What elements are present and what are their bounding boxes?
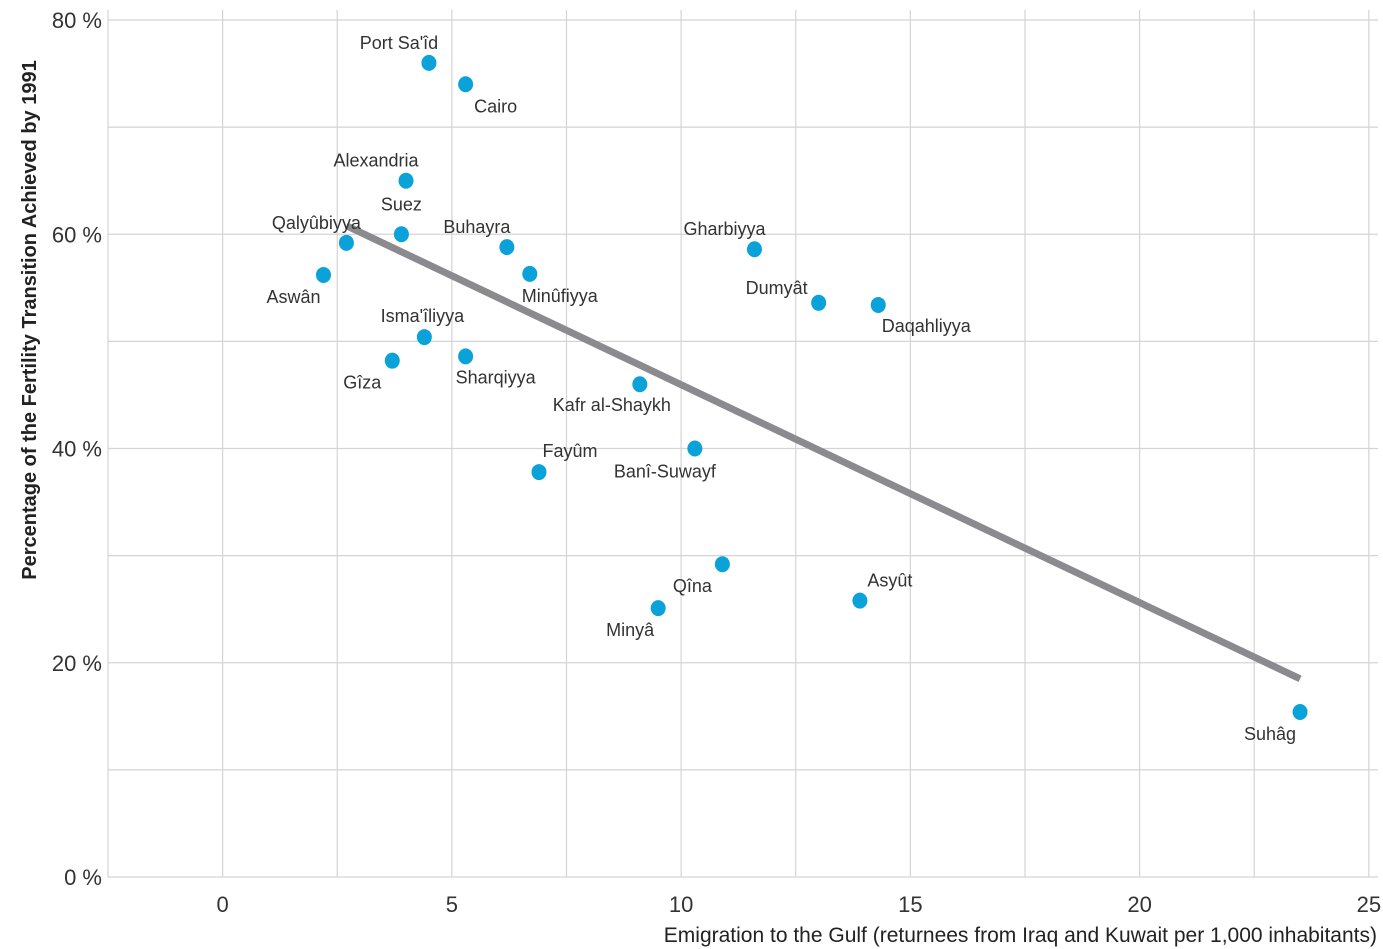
y-tick-label: 80 % (52, 8, 102, 33)
data-point (315, 266, 331, 283)
data-point-label: Isma'îliyya (381, 306, 465, 326)
data-point-label: Minûfiyya (522, 286, 599, 306)
data-points: Port Sa'îd Cairo Alexandria Suez Qalyûbiyya A… (266, 33, 1308, 744)
y-axis-title: Percentage of the Fertility Transition A… (19, 60, 41, 579)
data-point-label: Alexandria (333, 151, 419, 171)
tick-labels: 0 5 10 15 20 25 0 % 20 % 40 % 60 % 80 % (52, 8, 1381, 917)
data-point-label: Sharqiyya (456, 367, 537, 387)
x-tick-label: 20 (1127, 892, 1151, 917)
data-point-label: Qîna (673, 576, 713, 596)
data-point (499, 239, 515, 256)
data-point-label: Dumyât (746, 278, 808, 298)
data-point (421, 54, 437, 71)
data-point (531, 464, 547, 481)
x-axis-title: Emigration to the Gulf (returnees from I… (664, 924, 1377, 947)
data-point (632, 376, 648, 393)
data-point-label: Port Sa'îd (360, 33, 438, 53)
data-point (338, 234, 354, 251)
data-point-label: Gîza (343, 373, 382, 393)
data-point-label: Kafr al-Shaykh (553, 395, 671, 415)
x-tick-label: 15 (898, 892, 922, 917)
data-point (384, 352, 400, 369)
data-point (852, 592, 868, 609)
x-tick-label: 25 (1357, 892, 1381, 917)
data-point (687, 440, 703, 457)
x-tick-label: 5 (446, 892, 458, 917)
y-tick-label: 20 % (52, 651, 102, 676)
data-point-label: Suez (381, 194, 422, 214)
data-point (650, 600, 666, 617)
data-point-label: Daqahliyya (882, 316, 972, 336)
data-point (458, 76, 474, 93)
data-point (416, 329, 432, 346)
data-point-label: Suhâg (1244, 724, 1296, 744)
data-point-label: Qalyûbiyya (272, 213, 362, 233)
data-point (393, 226, 409, 243)
y-tick-label: 60 % (52, 222, 102, 247)
y-tick-label: 0 % (64, 865, 102, 890)
data-point-label: Minyâ (606, 620, 655, 640)
x-tick-label: 10 (669, 892, 693, 917)
data-point (398, 172, 414, 189)
data-point-label: Aswân (266, 287, 320, 307)
data-point-label: Cairo (474, 96, 517, 116)
data-point-label: Gharbiyya (683, 219, 766, 239)
x-tick-label: 0 (216, 892, 228, 917)
data-point-label: Banî-Suwayf (614, 462, 717, 482)
grid-lines (107, 10, 1378, 878)
data-point (522, 265, 538, 282)
data-point-label: Buhayra (443, 217, 511, 237)
data-point (746, 241, 762, 258)
trend-line (344, 222, 1302, 682)
data-point (458, 348, 474, 365)
trend-line-group (344, 222, 1302, 682)
data-point (870, 296, 886, 313)
y-tick-label: 40 % (52, 437, 102, 462)
data-point (714, 556, 730, 573)
data-point (1292, 704, 1308, 721)
data-point (811, 294, 827, 311)
data-point-label: Fayûm (542, 441, 597, 461)
data-point-label: Asyût (867, 571, 912, 591)
